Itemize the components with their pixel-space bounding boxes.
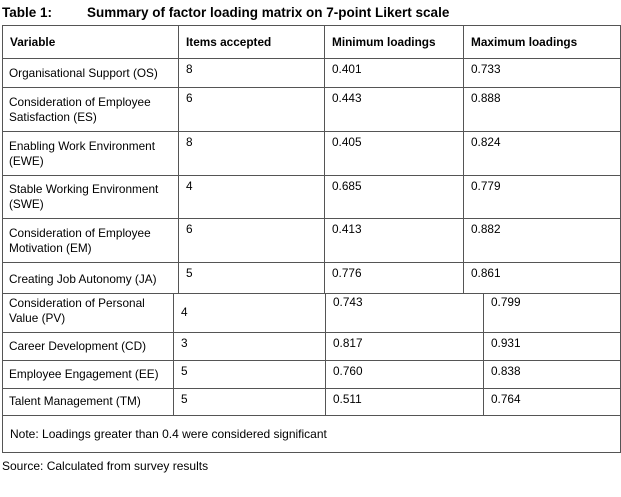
- max-loading-cell: 0.764: [484, 389, 620, 416]
- min-loading-cell: 0.443: [325, 88, 464, 132]
- items-cell: 8: [179, 59, 325, 88]
- table-row: Stable Working Environment (SWE) 4 0.685…: [3, 176, 620, 219]
- max-loading-cell: 0.861: [464, 263, 620, 294]
- table-section-lower: Consideration of Personal Value (PV) 4 0…: [3, 294, 620, 416]
- table-row: Organisational Support (OS) 8 0.401 0.73…: [3, 59, 620, 88]
- table-row: Employee Engagement (EE) 5 0.760 0.838: [3, 361, 620, 389]
- table-caption: Table 1: Summary of factor loading matri…: [0, 0, 621, 20]
- table-row: Career Development (CD) 3 0.817 0.931: [3, 333, 620, 361]
- table-caption-text: Summary of factor loading matrix on 7-po…: [87, 5, 450, 20]
- table-note-text: Note: Loadings greater than 0.4 were con…: [10, 427, 327, 441]
- max-loading-cell: 0.799: [484, 294, 620, 333]
- table-row: Consideration of Personal Value (PV) 4 0…: [3, 294, 620, 333]
- min-loading-cell: 0.743: [326, 294, 484, 333]
- table-row: Enabling Work Environment (EWE) 8 0.405 …: [3, 132, 620, 176]
- table-note-row: Note: Loadings greater than 0.4 were con…: [3, 416, 620, 452]
- min-loading-cell: 0.405: [325, 132, 464, 176]
- items-cell: 4: [179, 176, 325, 219]
- header-cell-variable: Variable: [3, 26, 179, 59]
- variable-cell: Creating Job Autonomy (JA): [3, 263, 179, 294]
- table-section-upper: Variable Items accepted Minimum loadings…: [3, 26, 620, 294]
- variable-cell: Career Development (CD): [3, 333, 174, 361]
- items-cell: 5: [174, 361, 326, 389]
- min-loading-cell: 0.413: [325, 219, 464, 263]
- max-loading-cell: 0.931: [484, 333, 620, 361]
- table-row: Consideration of Employee Motivation (EM…: [3, 219, 620, 263]
- factor-loading-table: Variable Items accepted Minimum loadings…: [2, 25, 621, 453]
- items-cell: 6: [179, 88, 325, 132]
- table-caption-label: Table 1:: [2, 5, 53, 20]
- max-loading-cell: 0.888: [464, 88, 620, 132]
- items-cell: 5: [174, 389, 326, 416]
- max-loading-cell: 0.733: [464, 59, 620, 88]
- table-row: Creating Job Autonomy (JA) 5 0.776 0.861: [3, 263, 620, 294]
- max-loading-cell: 0.838: [484, 361, 620, 389]
- header-cell-min: Minimum loadings: [325, 26, 464, 59]
- table-row: Talent Management (TM) 5 0.511 0.764: [3, 389, 620, 416]
- min-loading-cell: 0.817: [326, 333, 484, 361]
- min-loading-cell: 0.401: [325, 59, 464, 88]
- variable-cell: Employee Engagement (EE): [3, 361, 174, 389]
- header-cell-items: Items accepted: [179, 26, 325, 59]
- variable-cell: Consideration of Employee Satisfaction (…: [3, 88, 179, 132]
- header-cell-max: Maximum loadings: [464, 26, 620, 59]
- max-loading-cell: 0.779: [464, 176, 620, 219]
- variable-cell: Organisational Support (OS): [3, 59, 179, 88]
- items-cell: 6: [179, 219, 325, 263]
- min-loading-cell: 0.760: [326, 361, 484, 389]
- variable-cell: Enabling Work Environment (EWE): [3, 132, 179, 176]
- max-loading-cell: 0.882: [464, 219, 620, 263]
- variable-cell: Consideration of Employee Motivation (EM…: [3, 219, 179, 263]
- min-loading-cell: 0.685: [325, 176, 464, 219]
- source-line: Source: Calculated from survey results: [2, 459, 209, 473]
- min-loading-cell: 0.776: [325, 263, 464, 294]
- items-cell: 4: [174, 294, 326, 333]
- items-cell: 3: [174, 333, 326, 361]
- items-cell: 8: [179, 132, 325, 176]
- items-cell: 5: [179, 263, 325, 294]
- variable-cell: Stable Working Environment (SWE): [3, 176, 179, 219]
- table-row: Consideration of Employee Satisfaction (…: [3, 88, 620, 132]
- min-loading-cell: 0.511: [326, 389, 484, 416]
- variable-cell: Consideration of Personal Value (PV): [3, 294, 174, 333]
- max-loading-cell: 0.824: [464, 132, 620, 176]
- header-row: Variable Items accepted Minimum loadings…: [3, 26, 620, 59]
- variable-cell: Talent Management (TM): [3, 389, 174, 416]
